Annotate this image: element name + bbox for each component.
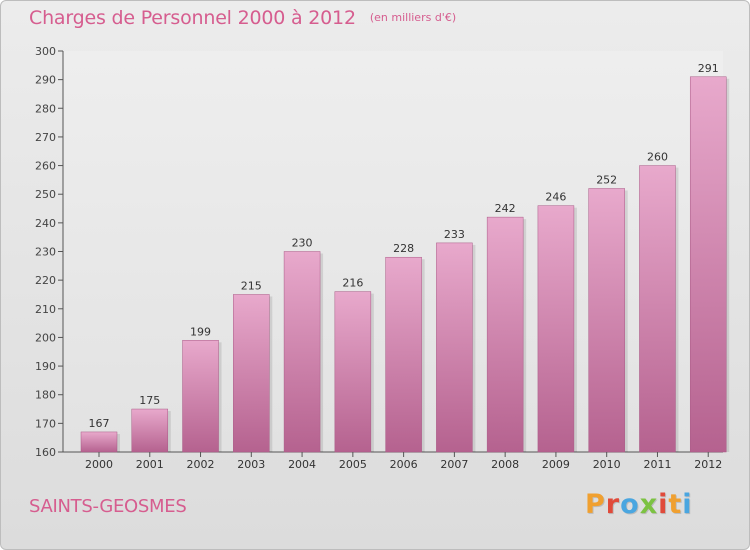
y-tick-label: 240 (35, 217, 56, 230)
title-row: Charges de Personnel 2000 à 2012 (en mill… (29, 7, 456, 29)
proxiti-logo: Proxiti (585, 489, 693, 520)
bar (486, 216, 524, 453)
logo-letter: i (682, 489, 693, 520)
x-tick-label: 2011 (643, 458, 671, 471)
logo-letter: r (605, 489, 621, 520)
bar (588, 188, 625, 453)
bar-value-label: 199 (190, 325, 211, 338)
x-tick-label: 2000 (85, 458, 113, 471)
y-tick-label: 160 (35, 446, 56, 459)
bar (537, 205, 575, 453)
y-tick-label: 280 (35, 102, 56, 115)
x-tick-label: 2006 (390, 458, 418, 471)
x-tick-label: 2001 (136, 458, 164, 471)
logo-letter: t (668, 489, 683, 520)
x-tick-label: 2002 (187, 458, 215, 471)
bar-value-label: 252 (596, 173, 617, 186)
logo-letter: x (639, 489, 659, 520)
y-tick-label: 190 (35, 360, 56, 373)
x-tick-label: 2007 (440, 458, 468, 471)
chart-title: Charges de Personnel 2000 à 2012 (29, 7, 356, 29)
bar (131, 408, 169, 453)
bar (689, 76, 727, 453)
bar (639, 165, 676, 453)
y-tick-label: 290 (35, 74, 56, 87)
y-tick-label: 270 (35, 131, 56, 144)
y-tick-label: 230 (35, 246, 56, 259)
y-tick-label: 180 (35, 389, 56, 402)
chart-subtitle: (en milliers d'€) (369, 11, 457, 24)
bar (385, 256, 422, 453)
x-tick-label: 2012 (694, 458, 722, 471)
bar-value-label: 167 (89, 417, 110, 430)
y-tick-label: 200 (35, 331, 56, 344)
y-tick-label: 170 (35, 417, 56, 430)
bar-value-label: 228 (393, 242, 414, 255)
commune-name: SAINTS-GEOSMES (29, 496, 187, 517)
bar (334, 291, 372, 453)
logo-letter: o (620, 489, 640, 520)
bar-value-label: 216 (342, 277, 363, 290)
x-tick-label: 2003 (237, 458, 265, 471)
x-tick-label: 2009 (542, 458, 570, 471)
logo-letter: P (585, 489, 606, 520)
bar (283, 251, 321, 453)
y-tick-label: 300 (35, 45, 56, 58)
bar-value-label: 233 (444, 228, 465, 241)
x-tick-label: 2008 (491, 458, 519, 471)
bar-value-label: 242 (495, 202, 516, 215)
y-tick-label: 220 (35, 274, 56, 287)
x-tick-label: 2010 (593, 458, 621, 471)
bar-value-label: 175 (139, 394, 160, 407)
bar-value-label: 246 (545, 191, 566, 204)
y-tick-label: 250 (35, 188, 56, 201)
bar-value-label: 291 (698, 62, 719, 75)
bar-value-label: 230 (292, 237, 313, 250)
bar (233, 294, 270, 453)
bar-value-label: 260 (647, 151, 668, 164)
bar (436, 242, 473, 453)
y-tick-label: 210 (35, 303, 56, 316)
bar-value-label: 215 (241, 279, 262, 292)
logo-letter: i (658, 489, 669, 520)
x-tick-label: 2004 (288, 458, 316, 471)
bar (182, 340, 219, 453)
x-tick-label: 2005 (339, 458, 367, 471)
y-tick-label: 260 (35, 160, 56, 173)
bar (80, 431, 118, 453)
